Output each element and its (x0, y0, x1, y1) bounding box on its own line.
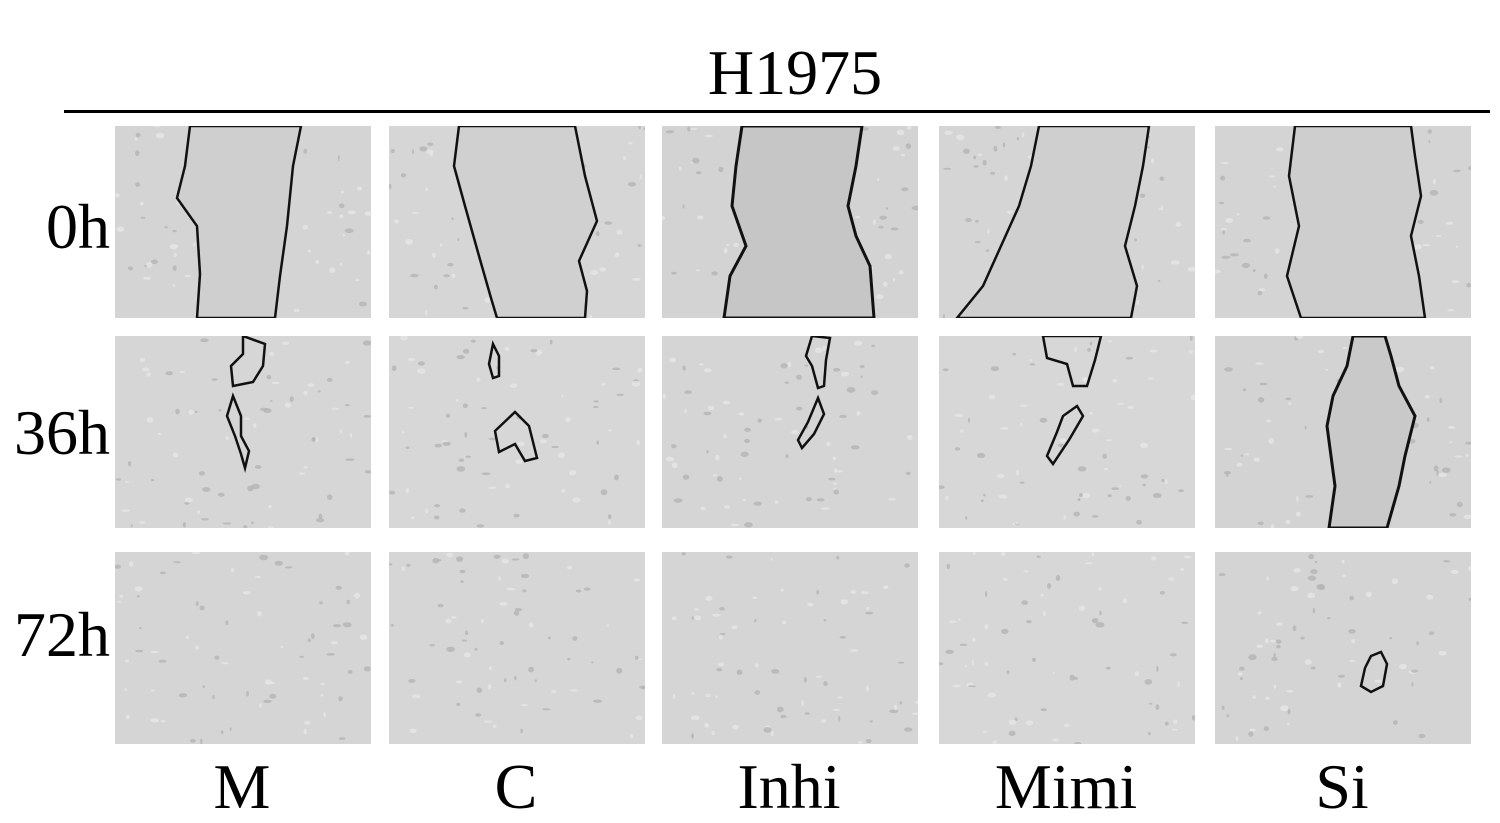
micrograph-0h-si (1215, 126, 1471, 318)
micrograph-36h-c (389, 336, 645, 528)
row-label-72h: 72h (14, 599, 110, 670)
title-underline (64, 110, 1490, 113)
micrograph-0h-inhi (662, 126, 918, 318)
micrograph-72h-mimi (939, 552, 1195, 744)
figure-title: H1975 (707, 37, 883, 108)
micrograph-36h-m (115, 336, 371, 528)
micrograph-0h-mimi (939, 126, 1195, 318)
micrograph-72h-si (1215, 552, 1471, 744)
micrograph-36h-mimi (939, 336, 1195, 528)
column-label-inhi: Inhi (737, 751, 841, 822)
column-label-c: C (494, 751, 538, 822)
row-label-0h: 0h (46, 191, 110, 262)
row-label-36h: 36h (14, 397, 110, 468)
micrograph-36h-inhi (662, 336, 918, 528)
column-label-m: M (213, 751, 271, 822)
column-label-mimi: Mimi (994, 751, 1138, 822)
micrograph-72h-m (115, 552, 371, 744)
column-label-si: Si (1315, 751, 1369, 822)
micrograph-72h-c (389, 552, 645, 744)
micrograph-36h-si (1215, 336, 1471, 528)
micrograph-0h-c (389, 126, 645, 318)
micrograph-72h-inhi (662, 552, 918, 744)
micrograph-0h-m (115, 126, 371, 318)
